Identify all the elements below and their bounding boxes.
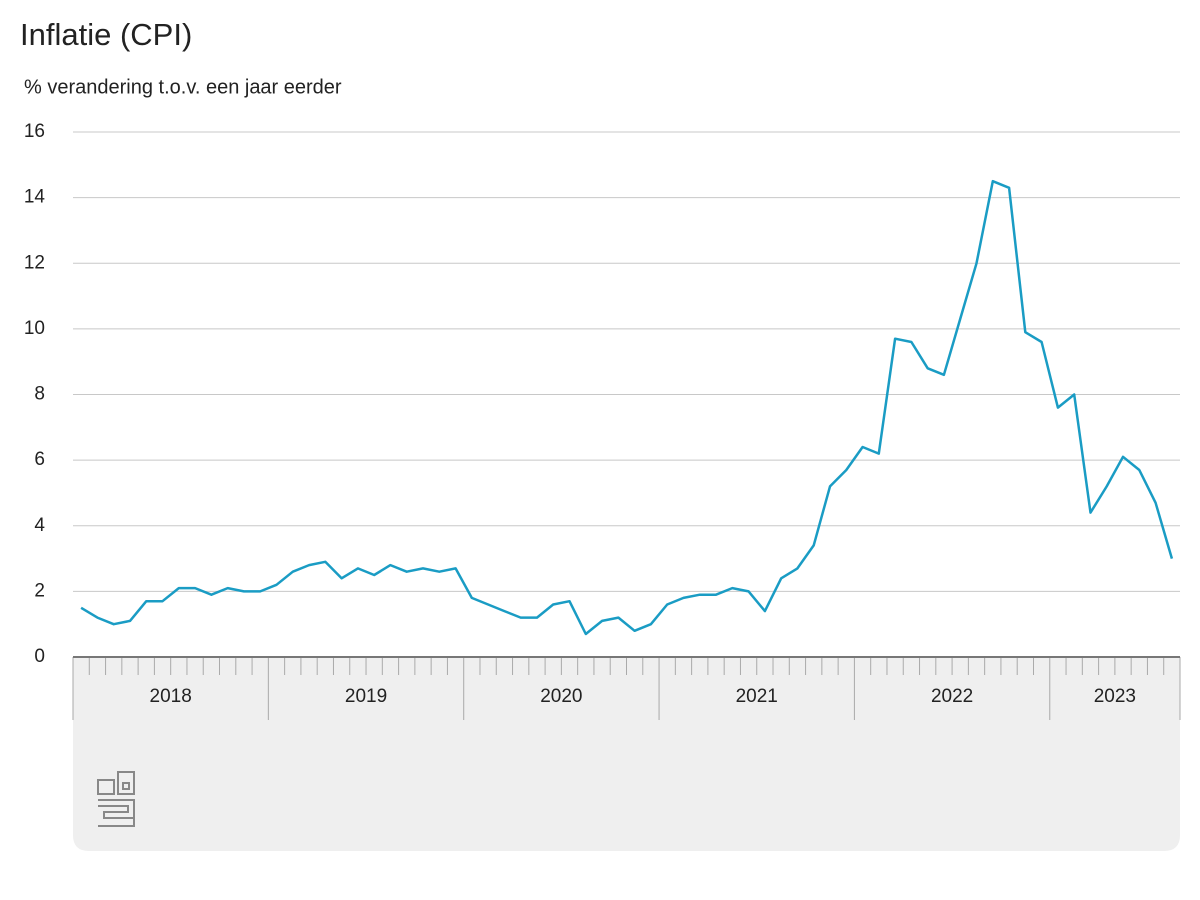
y-tick-label: 14 bbox=[24, 187, 46, 208]
y-tick-label: 16 bbox=[24, 121, 45, 142]
x-tick-label: 2019 bbox=[345, 686, 387, 707]
x-tick-label: 2022 bbox=[931, 686, 973, 707]
x-tick-label: 2020 bbox=[540, 686, 582, 707]
y-tick-label: 4 bbox=[34, 515, 45, 536]
y-tick-label: 0 bbox=[34, 646, 45, 667]
chart-title: Inflatie (CPI) bbox=[20, 17, 192, 52]
y-tick-label: 8 bbox=[34, 384, 45, 405]
y-tick-label: 12 bbox=[24, 252, 45, 273]
line bbox=[80, 179, 1174, 636]
logo bbox=[97, 771, 135, 827]
axis-panel bbox=[73, 657, 1180, 851]
x-tick-label: 2023 bbox=[1094, 686, 1136, 707]
chart-subtitle: % verandering t.o.v. een jaar eerder bbox=[24, 76, 342, 98]
y-tick-label: 2 bbox=[34, 580, 45, 601]
x-tick-label: 2018 bbox=[150, 686, 192, 707]
y-tick-label: 6 bbox=[34, 449, 45, 470]
y-tick-label: 10 bbox=[24, 318, 45, 339]
x-tick-label: 2021 bbox=[736, 686, 778, 707]
